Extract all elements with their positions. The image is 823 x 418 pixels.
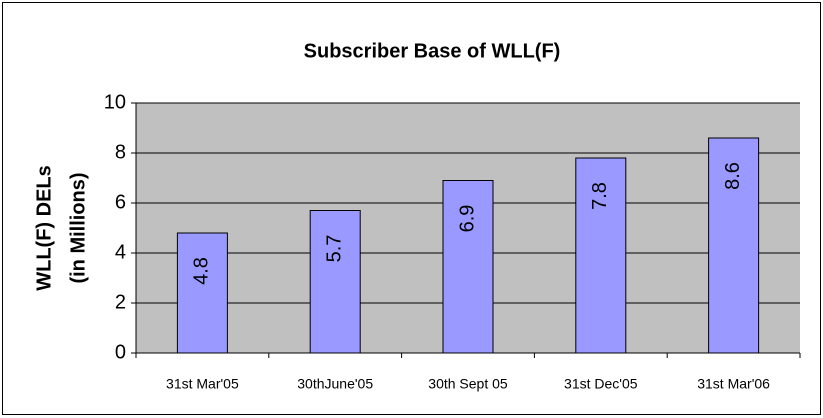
y-tick-label: 8 [115, 141, 126, 163]
x-tick-label: 31st Mar'06 [697, 376, 770, 392]
chart-title: Subscriber Base of WLL(F) [304, 40, 561, 62]
y-axis-label: WLL(F) DELs [33, 165, 55, 291]
y-tick-label: 10 [104, 91, 126, 113]
data-label: 8.6 [722, 162, 744, 190]
data-label: 5.7 [323, 235, 345, 263]
bar [442, 180, 494, 354]
y-tick-label: 2 [115, 291, 126, 313]
bar [176, 232, 228, 354]
y-axis-label: (in Millions) [67, 172, 89, 283]
x-tick-label: 31st Mar'05 [166, 376, 239, 392]
x-tick-label: 30th Sept 05 [428, 376, 508, 392]
x-tick-label: 30thJune'05 [297, 376, 373, 392]
x-tick-label: 31st Dec'05 [564, 376, 638, 392]
bar [708, 137, 760, 354]
y-tick-label: 6 [115, 191, 126, 213]
bar [575, 157, 627, 354]
y-tick-label: 0 [115, 341, 126, 363]
bar [309, 210, 361, 354]
data-label: 4.8 [191, 257, 213, 285]
data-label: 6.9 [456, 205, 478, 233]
data-label: 7.8 [589, 182, 611, 210]
y-tick-label: 4 [115, 241, 126, 263]
